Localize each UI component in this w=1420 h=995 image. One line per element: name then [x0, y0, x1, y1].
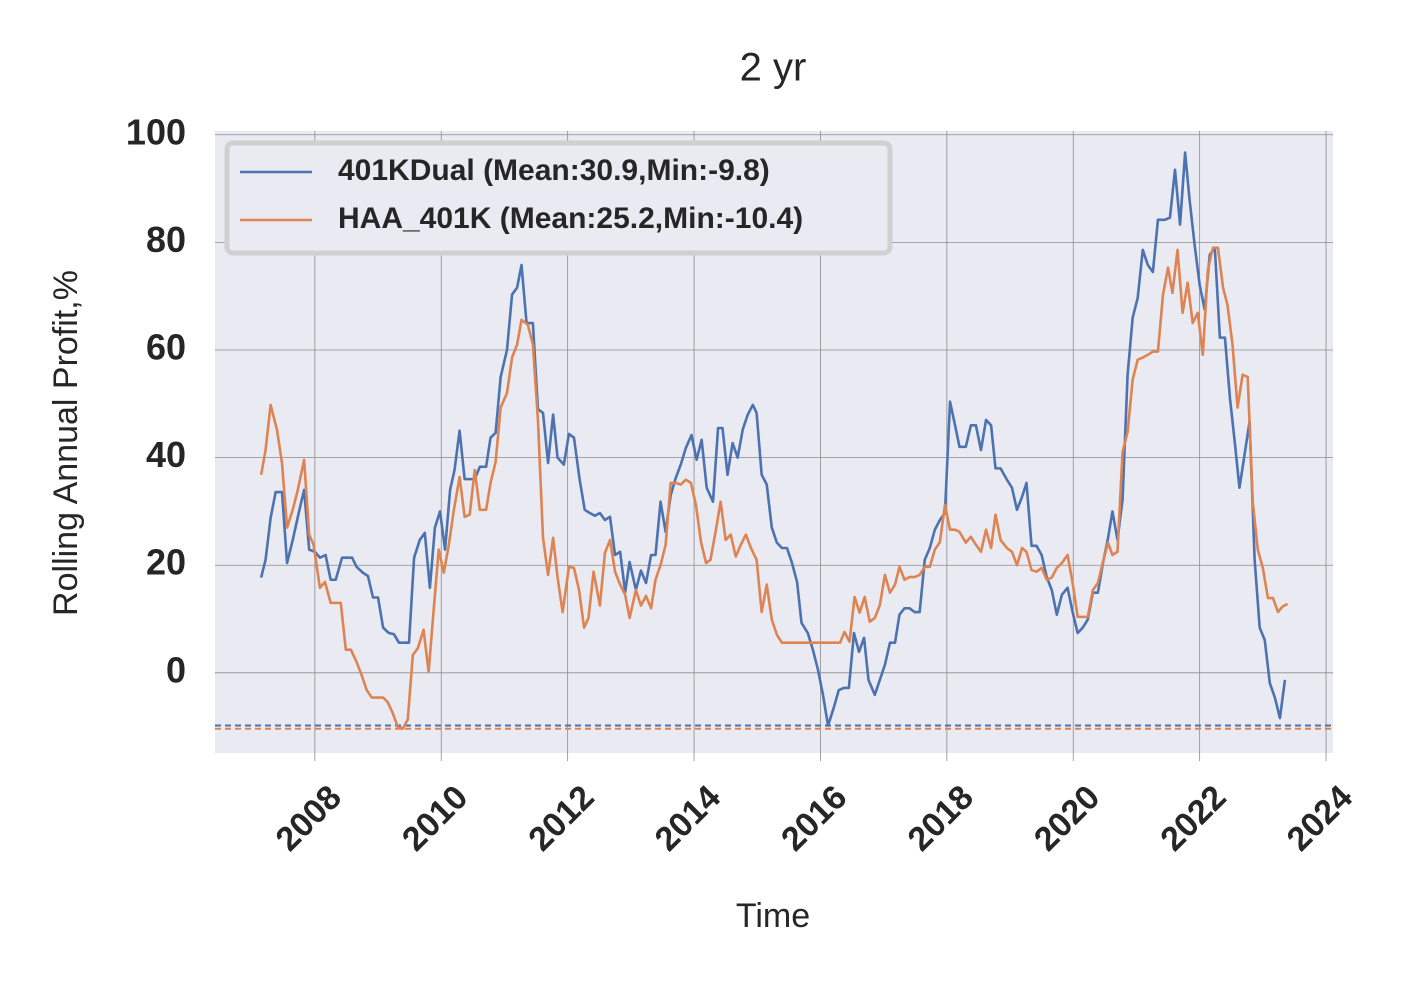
legend-box — [224, 140, 893, 256]
x-tick-label: 2018 — [901, 778, 981, 858]
lines — [215, 151, 1333, 731]
legend: 401KDual (Mean:30.9,Min:-9.8) HAA_401K (M… — [224, 140, 893, 256]
x-tick-label: 2016 — [774, 778, 854, 858]
y-tick-label: 60 — [146, 327, 186, 368]
y-tick-label: 0 — [166, 649, 186, 690]
chart-title: 2 yr — [740, 46, 807, 90]
x-tick-label: 2012 — [521, 778, 601, 858]
x-tick-label: 2014 — [648, 778, 728, 858]
legend-label: 401KDual (Mean:30.9,Min:-9.8) — [338, 154, 770, 187]
x-axis-label: Time — [736, 897, 810, 935]
x-tick-label: 2024 — [1280, 778, 1360, 858]
y-tick-label: 40 — [146, 434, 186, 475]
legend-label: HAA_401K (Mean:25.2,Min:-10.4) — [338, 202, 803, 235]
y-tick-label: 80 — [146, 219, 186, 260]
series-line — [259, 246, 1289, 731]
x-tick-label: 2010 — [395, 778, 475, 858]
x-tick-label: 2008 — [269, 778, 349, 858]
x-tick-label: 2022 — [1153, 778, 1233, 858]
y-tick-label: 100 — [126, 111, 186, 152]
y-axis-label: Rolling Annual Profit,% — [47, 270, 85, 616]
x-tick-label: 2020 — [1027, 778, 1107, 858]
y-tick-label: 20 — [146, 542, 186, 583]
